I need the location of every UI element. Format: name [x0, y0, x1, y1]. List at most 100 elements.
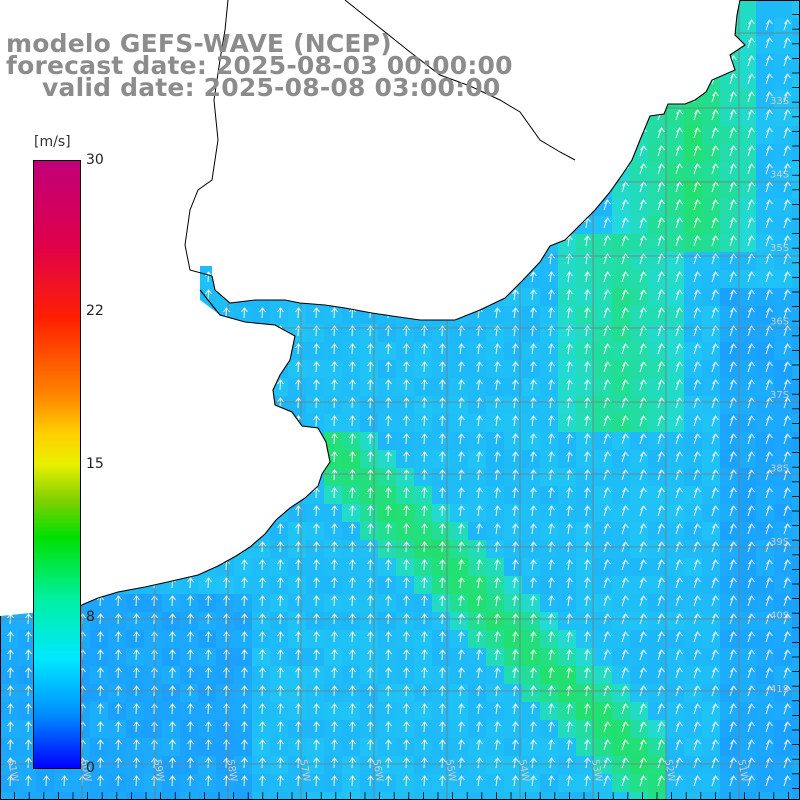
field-cell	[486, 792, 505, 800]
field-cell	[306, 612, 325, 631]
wind-arrow	[494, 667, 501, 679]
title-forecast-date: forecast date: 2025-08-03 00:00:00	[6, 51, 513, 80]
field-cell	[468, 396, 487, 415]
wind-arrow	[747, 37, 755, 49]
wind-arrow	[693, 433, 701, 445]
field-cell	[756, 450, 775, 469]
field-cell	[630, 558, 649, 577]
field-cell	[720, 162, 739, 181]
wind-arrow	[512, 775, 519, 787]
wind-arrow	[639, 289, 647, 301]
wind-arrow	[566, 379, 573, 391]
field-cell	[666, 234, 685, 253]
field-cell	[522, 324, 541, 343]
wind-arrow	[765, 757, 773, 769]
wind-arrow	[295, 775, 302, 787]
wind-arrow	[259, 649, 266, 661]
wind-arrow	[151, 721, 158, 733]
field-cell	[720, 576, 739, 595]
field-cell	[540, 414, 559, 433]
wind-arrow	[223, 721, 230, 733]
field-cell	[774, 720, 793, 739]
wind-arrow	[639, 415, 647, 427]
field-cell	[450, 738, 469, 757]
wind-arrow	[621, 721, 629, 733]
field-cell	[288, 684, 307, 703]
wind-arrow	[657, 505, 665, 517]
wind-arrow	[349, 667, 356, 679]
field-cell	[702, 540, 721, 559]
wind-arrow	[223, 757, 230, 769]
wind-arrow	[747, 487, 755, 499]
wind-arrow	[494, 757, 501, 769]
field-cell	[504, 738, 523, 757]
field-cell	[720, 594, 739, 613]
field-cell	[558, 702, 577, 721]
field-cell	[306, 576, 325, 595]
field-cell	[774, 0, 793, 19]
field-cell	[468, 792, 487, 800]
field-cell	[612, 576, 631, 595]
field-cell	[630, 252, 649, 271]
wind-arrow	[476, 757, 483, 769]
wind-arrow	[566, 469, 573, 481]
field-cell	[540, 594, 559, 613]
wind-arrow	[621, 631, 629, 643]
field-cell	[612, 414, 631, 433]
wind-arrow	[7, 775, 14, 787]
field-cell	[432, 792, 451, 800]
field-cell	[540, 540, 559, 559]
wind-arrow	[747, 775, 755, 787]
field-cell	[342, 486, 361, 505]
wind-arrow	[729, 703, 737, 715]
field-cell	[432, 738, 451, 757]
wind-arrow	[494, 415, 501, 427]
field-cell	[612, 774, 631, 793]
field-cell	[774, 612, 793, 631]
field-cell	[738, 90, 757, 109]
wind-arrow	[349, 487, 356, 499]
field-cell	[306, 738, 325, 757]
field-cell	[630, 684, 649, 703]
wind-arrow	[458, 523, 465, 535]
field-cell	[594, 666, 613, 685]
wind-arrow	[331, 703, 338, 715]
wind-arrow	[765, 19, 773, 31]
field-cell	[432, 450, 451, 469]
wind-arrow	[747, 145, 755, 157]
wind-arrow	[639, 199, 647, 211]
wind-arrow	[530, 505, 537, 517]
wind-arrow	[403, 415, 410, 427]
wind-arrow	[584, 649, 591, 661]
wind-arrow	[765, 433, 773, 445]
field-cell	[612, 450, 631, 469]
wind-arrow	[385, 343, 392, 355]
wind-arrow	[711, 469, 719, 481]
field-cell	[252, 648, 271, 667]
wind-arrow	[783, 505, 791, 517]
field-cell	[504, 522, 523, 541]
wind-arrow	[259, 577, 266, 589]
field-cell	[504, 684, 523, 703]
field-cell	[270, 702, 289, 721]
field-cell	[324, 594, 343, 613]
wind-arrow	[729, 451, 737, 463]
wind-arrow	[548, 775, 555, 787]
wind-arrow	[512, 667, 519, 679]
field-cell	[306, 792, 325, 800]
field-cell	[270, 774, 289, 793]
wind-arrow	[439, 721, 446, 733]
field-cell	[270, 666, 289, 685]
wind-arrow	[494, 559, 501, 571]
field-cell	[234, 666, 253, 685]
field-cell	[756, 414, 775, 433]
field-cell	[486, 738, 505, 757]
wind-arrow	[729, 307, 737, 319]
field-cell	[630, 450, 649, 469]
field-cell	[666, 702, 685, 721]
wind-arrow	[61, 775, 68, 787]
latitude-label: 40S	[770, 611, 789, 622]
wind-arrow	[512, 595, 519, 607]
wind-arrow	[783, 415, 791, 427]
